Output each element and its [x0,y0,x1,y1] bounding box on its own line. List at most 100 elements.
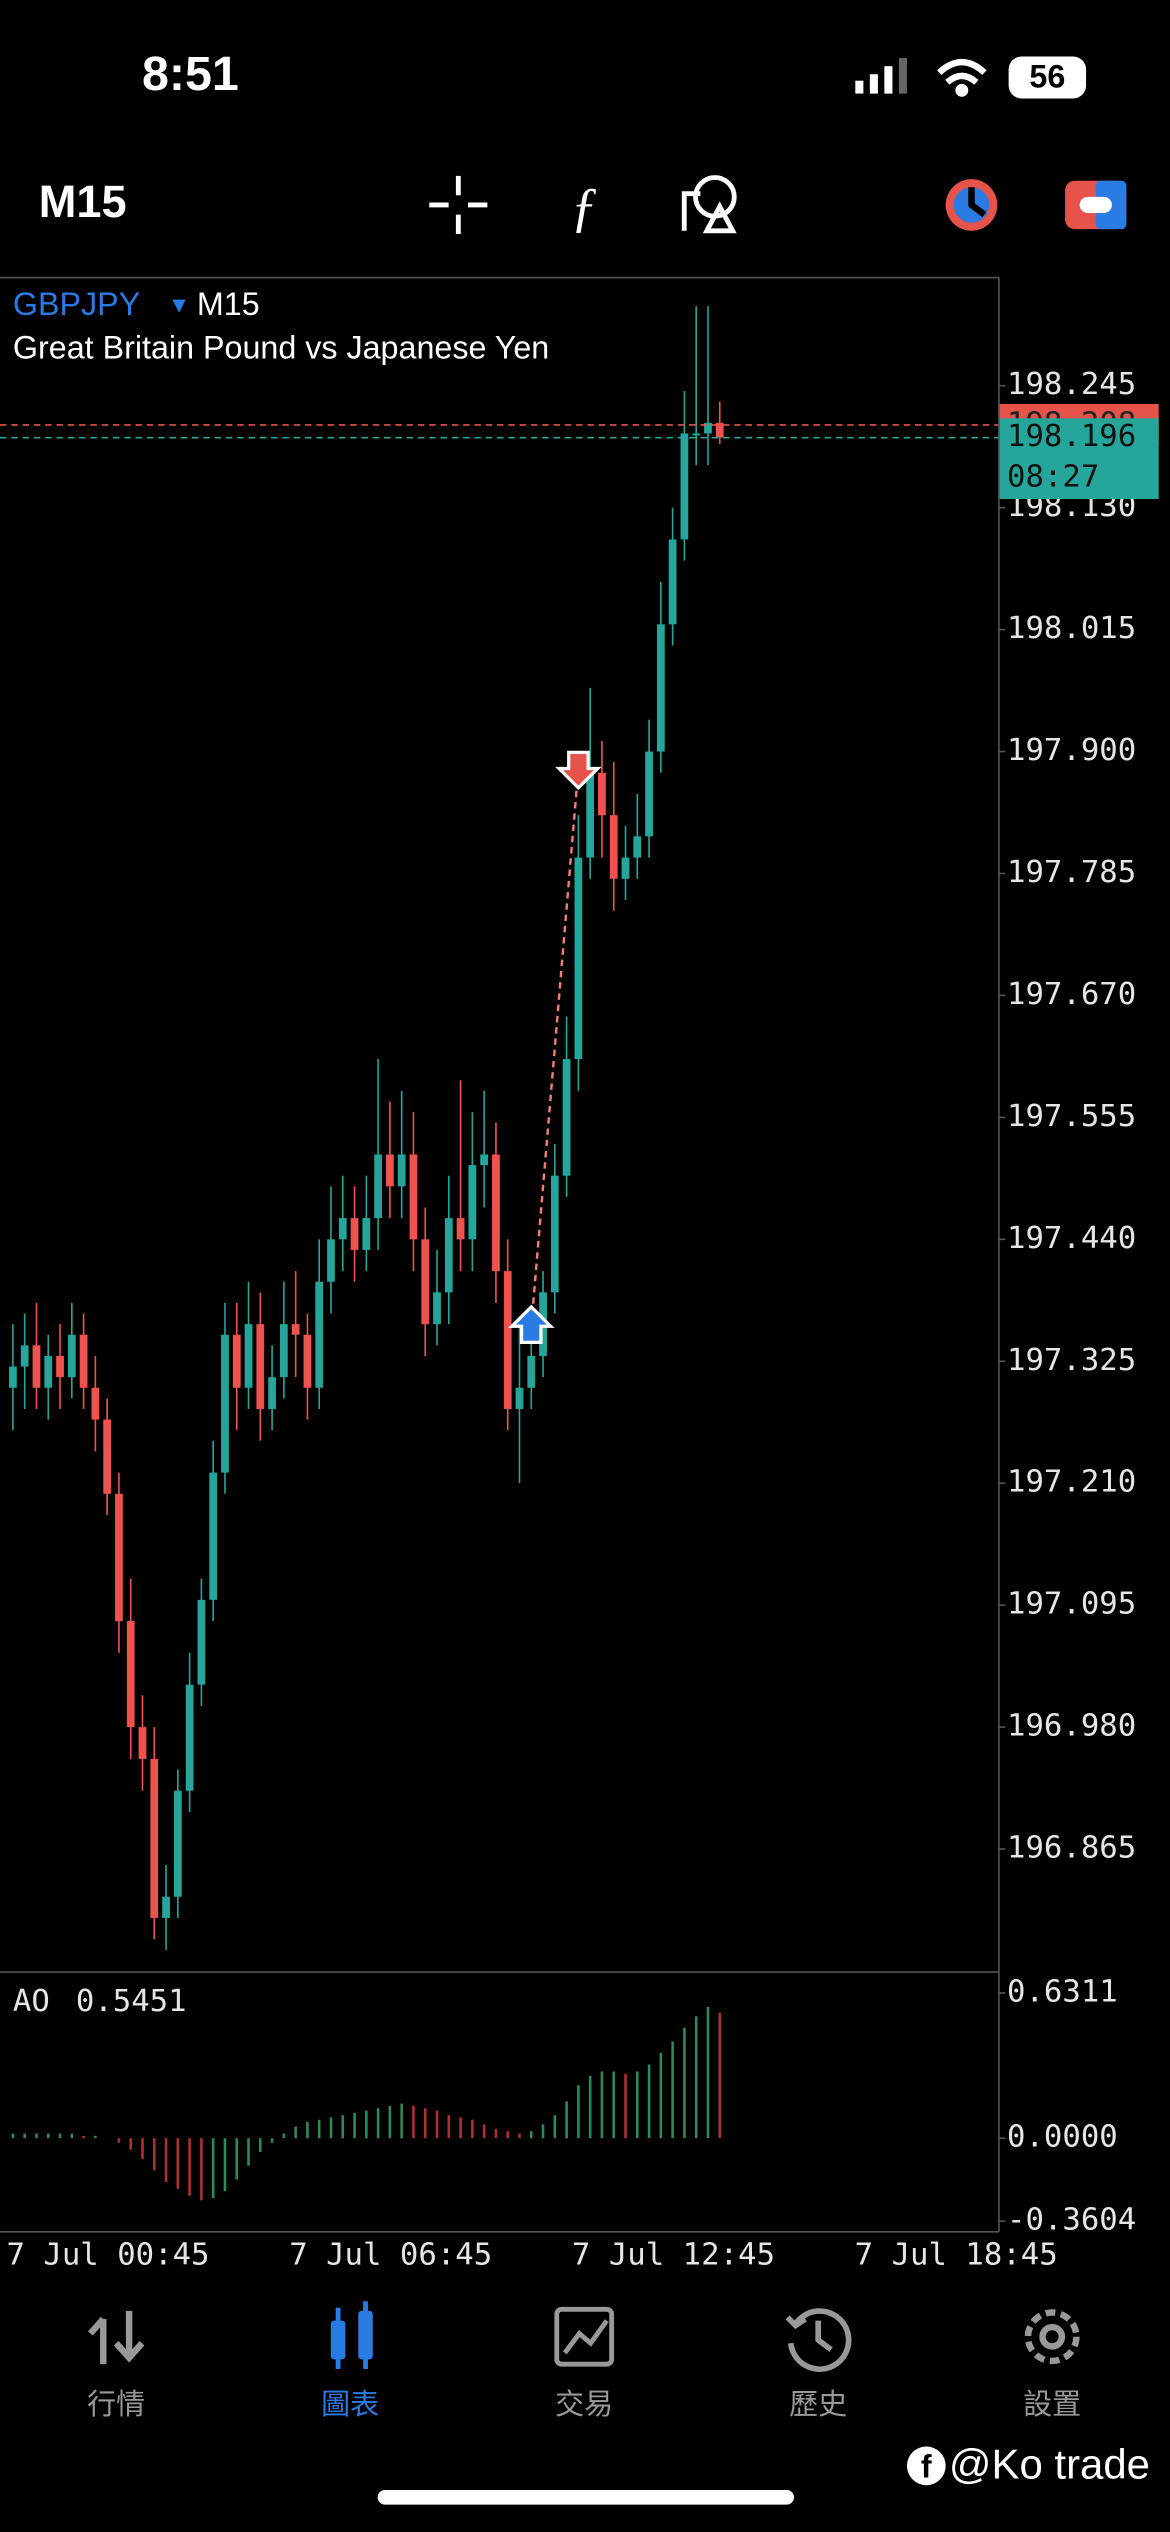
candle-body [480,1154,489,1166]
candle-body [397,1154,406,1187]
objects-button[interactable] [681,175,737,234]
candle-body [79,1334,88,1388]
candle-body [598,772,606,816]
sell-arrow [555,750,602,791]
settings-icon[interactable] [1024,2309,1080,2365]
history-icon[interactable] [785,2308,852,2372]
candle-body [515,1387,524,1409]
trade-line [530,768,580,1327]
indicators-button[interactable]: ƒ [570,177,597,238]
candle-body [115,1493,123,1622]
tab-label: 交易 [555,2388,613,2421]
candle-body [350,1218,359,1250]
tab-label: 圖表 [321,2388,379,2421]
quotes-icon[interactable] [87,2310,145,2365]
candle-body [126,1621,135,1728]
candle-body [315,1281,324,1388]
candle-body [303,1334,312,1388]
candle-body [150,1758,159,1918]
candle-body [103,1419,112,1494]
candle-body [56,1355,64,1378]
indicator-tick-label: -0.3604 [1007,2203,1136,2238]
candle-body [44,1355,53,1388]
candle-body [162,1896,170,1918]
candle-body [279,1324,288,1378]
home-indicator [377,2490,794,2505]
x-tick-label: 7 Jul 06:45 [289,2238,492,2273]
y-tick-label: 197.670 [1007,977,1136,1012]
candle-body [433,1292,441,1325]
candle-body [232,1334,241,1388]
y-tick-label: 196.865 [1007,1831,1136,1866]
battery-icon [1008,56,1087,99]
chart-area: 198.245198.130198.015197.900197.785197.6… [0,306,1159,2273]
trade-icon[interactable] [554,2306,615,2367]
symbol[interactable]: GBPJPY [13,286,140,322]
one-click-button[interactable] [1065,180,1127,230]
candle-body [468,1165,477,1240]
tab-label: 行情 [87,2388,145,2421]
battery-level: 56 [1029,59,1065,95]
x-tick-label: 7 Jul 12:45 [572,2238,775,2273]
candle-body [209,1472,218,1600]
y-tick-label: 197.900 [1007,733,1136,768]
y-tick-label: 197.555 [1007,1099,1136,1134]
chart-icon[interactable] [330,2301,373,2370]
candle-body [633,836,642,858]
candle-body [268,1377,276,1409]
bid-box [998,418,1159,500]
bid-label: 198.196 [1007,419,1136,454]
status-time: 8:51 [142,47,239,101]
trade-mode-button[interactable] [945,179,998,231]
tab-labels: 行情 圖表 交易 歷史 設置 [87,2388,1081,2421]
candle-body [173,1790,182,1897]
candle-body [621,857,630,879]
y-tick-label: 197.440 [1007,1221,1136,1256]
candle-body [503,1271,512,1409]
candle-body [586,772,595,858]
candle-body [456,1218,465,1240]
candle-body [550,1175,559,1293]
candle-body [574,857,583,1060]
svg-text:f: f [921,2449,932,2485]
candle-body [338,1218,347,1240]
symbol-description: Great Britain Pound vs Japanese Yen [13,330,549,366]
timeframe-button[interactable]: M15 [39,176,127,227]
candle-body [704,422,712,434]
watermark: @Ko trade [949,2441,1150,2488]
facebook-icon: f [906,2446,946,2486]
candle-body [444,1218,453,1293]
candle-body [91,1387,100,1420]
indicator-tick-label: 0.6311 [1007,1974,1118,2009]
candle-body [20,1345,29,1367]
tab-bar [87,2301,1080,2372]
candle-body [362,1218,371,1250]
candle-body [32,1345,41,1388]
candle-body [221,1334,229,1473]
signal-icon [855,58,907,94]
indicator-tick-label: 0.0000 [1007,2120,1118,2155]
candle-body [244,1324,253,1388]
candle-body [9,1366,17,1388]
candle-body [185,1684,194,1791]
y-tick-label: 197.785 [1007,855,1136,890]
wifi-icon [937,58,987,97]
symbol-dropdown[interactable]: ▼ [168,293,190,318]
y-tick-label: 197.325 [1007,1343,1136,1378]
candle-body [386,1154,394,1187]
candle-body [327,1239,335,1282]
candle-body [409,1154,418,1240]
crosshair-button[interactable] [429,175,488,234]
candle-body [609,815,618,879]
y-tick-label: 198.015 [1007,611,1136,646]
y-tick-label: 197.095 [1007,1587,1136,1622]
candle-body [668,539,677,625]
y-tick-label: 198.245 [1007,367,1136,402]
x-tick-label: 7 Jul 18:45 [855,2238,1058,2273]
candle-body [197,1599,206,1685]
candle-body [645,751,653,837]
candle-body [374,1154,382,1219]
candle-body [527,1355,536,1388]
